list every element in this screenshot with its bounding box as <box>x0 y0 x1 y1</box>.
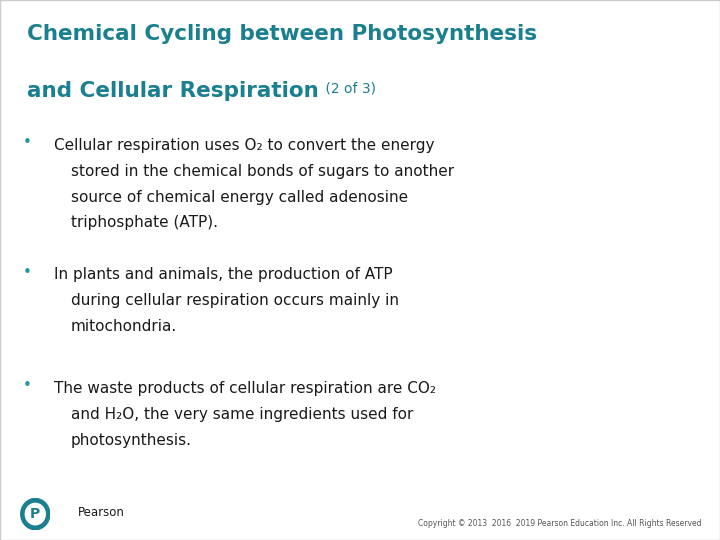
Text: •: • <box>23 378 32 393</box>
Text: source of chemical energy called adenosine: source of chemical energy called adenosi… <box>71 190 408 205</box>
Text: (2 of 3): (2 of 3) <box>321 81 376 95</box>
Text: Pearson: Pearson <box>78 507 125 519</box>
Text: The waste products of cellular respiration are CO₂: The waste products of cellular respirati… <box>54 381 436 396</box>
Text: •: • <box>23 265 32 280</box>
Text: P: P <box>30 507 40 521</box>
Text: In plants and animals, the production of ATP: In plants and animals, the production of… <box>54 267 392 282</box>
Text: and H₂O, the very same ingredients used for: and H₂O, the very same ingredients used … <box>71 407 413 422</box>
Text: Copyright © 2013  2016  2019 Pearson Education Inc. All Rights Reserved: Copyright © 2013 2016 2019 Pearson Educa… <box>418 519 702 528</box>
Circle shape <box>21 498 50 530</box>
Text: Cellular respiration uses O₂ to convert the energy: Cellular respiration uses O₂ to convert … <box>54 138 434 153</box>
Text: during cellular respiration occurs mainly in: during cellular respiration occurs mainl… <box>71 293 399 308</box>
Text: photosynthesis.: photosynthesis. <box>71 433 192 448</box>
Text: and Cellular Respiration: and Cellular Respiration <box>27 81 319 101</box>
Circle shape <box>25 503 45 525</box>
Text: stored in the chemical bonds of sugars to another: stored in the chemical bonds of sugars t… <box>71 164 454 179</box>
Text: •: • <box>23 135 32 150</box>
Text: Chemical Cycling between Photosynthesis: Chemical Cycling between Photosynthesis <box>27 24 538 44</box>
Text: mitochondria.: mitochondria. <box>71 319 177 334</box>
Text: triphosphate (ATP).: triphosphate (ATP). <box>71 215 217 231</box>
